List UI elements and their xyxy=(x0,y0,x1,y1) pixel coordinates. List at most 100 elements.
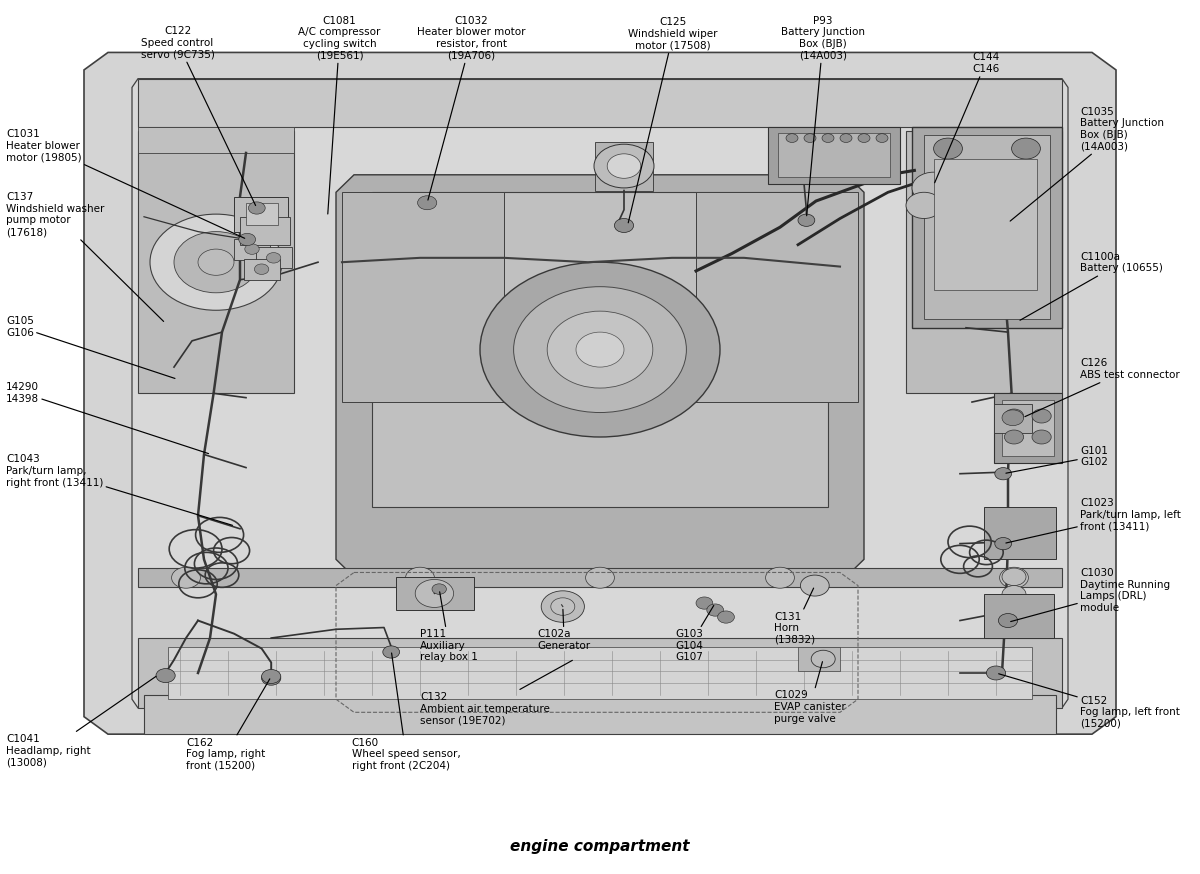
Circle shape xyxy=(262,671,281,685)
Polygon shape xyxy=(240,217,290,245)
Polygon shape xyxy=(912,127,1062,328)
Circle shape xyxy=(1000,567,1028,588)
Polygon shape xyxy=(138,127,294,153)
Text: C1032
Heater blower motor
resistor, front
(19A706): C1032 Heater blower motor resistor, fron… xyxy=(418,16,526,200)
Circle shape xyxy=(707,604,724,616)
Circle shape xyxy=(942,232,1026,293)
Circle shape xyxy=(418,196,437,210)
Text: C1030
Daytime Running
Lamps (DRL)
module: C1030 Daytime Running Lamps (DRL) module xyxy=(1010,568,1170,621)
Polygon shape xyxy=(138,131,294,393)
Circle shape xyxy=(198,249,234,275)
Polygon shape xyxy=(132,79,1068,708)
Polygon shape xyxy=(234,197,288,232)
Polygon shape xyxy=(396,577,474,610)
Polygon shape xyxy=(256,247,292,268)
Text: G105
G106: G105 G106 xyxy=(6,316,175,378)
Circle shape xyxy=(406,567,434,588)
Text: C1100a
Battery (10655): C1100a Battery (10655) xyxy=(1020,252,1163,320)
Polygon shape xyxy=(372,192,828,507)
Circle shape xyxy=(1032,409,1051,423)
Polygon shape xyxy=(778,133,890,177)
Circle shape xyxy=(804,134,816,142)
Text: C122
Speed control
servo (9C735): C122 Speed control servo (9C735) xyxy=(140,26,256,205)
Circle shape xyxy=(174,232,258,293)
Circle shape xyxy=(1012,138,1040,159)
Text: C125
Windshield wiper
motor (17508): C125 Windshield wiper motor (17508) xyxy=(629,17,718,223)
Polygon shape xyxy=(244,259,280,280)
Polygon shape xyxy=(924,135,1050,319)
Text: P93
Battery Junction
Box (BJB)
(14A003): P93 Battery Junction Box (BJB) (14A003) xyxy=(781,16,865,216)
Polygon shape xyxy=(342,192,504,402)
Text: engine compartment: engine compartment xyxy=(510,839,690,854)
Polygon shape xyxy=(138,79,1062,127)
Polygon shape xyxy=(906,131,1062,393)
Text: P111
Auxiliary
relay box 1: P111 Auxiliary relay box 1 xyxy=(420,592,478,662)
Polygon shape xyxy=(696,192,858,402)
Polygon shape xyxy=(994,393,1062,463)
Text: C126
ABS test connector: C126 ABS test connector xyxy=(1025,358,1180,417)
Polygon shape xyxy=(234,239,270,260)
Circle shape xyxy=(1004,430,1024,444)
Circle shape xyxy=(551,598,575,615)
Circle shape xyxy=(383,646,400,658)
Circle shape xyxy=(786,134,798,142)
Circle shape xyxy=(172,567,200,588)
Circle shape xyxy=(995,468,1012,480)
Circle shape xyxy=(586,567,614,588)
Text: G101
G102: G101 G102 xyxy=(1006,446,1108,473)
Polygon shape xyxy=(144,695,1056,734)
Circle shape xyxy=(1032,430,1051,444)
Text: C144
C146: C144 C146 xyxy=(935,52,1000,183)
Circle shape xyxy=(800,575,829,596)
Text: 14290
14398: 14290 14398 xyxy=(6,382,209,454)
Text: C1043
Park/turn lamp,
right front (13411): C1043 Park/turn lamp, right front (13411… xyxy=(6,454,233,525)
Circle shape xyxy=(415,579,454,607)
Circle shape xyxy=(995,538,1012,550)
Circle shape xyxy=(245,244,259,254)
Circle shape xyxy=(918,214,1050,310)
Circle shape xyxy=(1002,410,1024,426)
Text: C137
Windshield washer
pump motor
(17618): C137 Windshield washer pump motor (17618… xyxy=(6,192,163,322)
Circle shape xyxy=(876,134,888,142)
Circle shape xyxy=(541,591,584,622)
Polygon shape xyxy=(84,52,1116,734)
Circle shape xyxy=(986,666,1006,680)
Circle shape xyxy=(156,669,175,683)
Circle shape xyxy=(266,253,281,263)
Circle shape xyxy=(239,233,256,246)
Polygon shape xyxy=(336,175,864,577)
Polygon shape xyxy=(798,647,840,671)
Circle shape xyxy=(614,218,634,232)
Circle shape xyxy=(998,614,1018,628)
Circle shape xyxy=(150,214,282,310)
Text: C132
Ambient air temperature
sensor (19E702): C132 Ambient air temperature sensor (19E… xyxy=(420,661,572,725)
Polygon shape xyxy=(768,127,900,184)
Text: C152
Fog lamp, left front
(15200): C152 Fog lamp, left front (15200) xyxy=(998,674,1180,729)
Circle shape xyxy=(696,597,713,609)
Text: G103
G104
G107: G103 G104 G107 xyxy=(676,606,714,662)
Circle shape xyxy=(718,611,734,623)
Circle shape xyxy=(912,172,955,204)
Polygon shape xyxy=(984,507,1056,559)
Text: C160
Wheel speed sensor,
right front (2C204): C160 Wheel speed sensor, right front (2C… xyxy=(352,653,461,771)
Polygon shape xyxy=(168,647,1032,699)
Polygon shape xyxy=(138,638,1062,708)
Circle shape xyxy=(432,584,446,594)
Circle shape xyxy=(766,567,794,588)
Circle shape xyxy=(840,134,852,142)
Circle shape xyxy=(514,287,686,413)
Circle shape xyxy=(1002,586,1026,603)
Circle shape xyxy=(248,202,265,214)
Text: C1023
Park/turn lamp, left
front (13411): C1023 Park/turn lamp, left front (13411) xyxy=(1006,498,1181,543)
Polygon shape xyxy=(138,568,1062,587)
Text: C1035
Battery Junction
Box (BJB)
(14A003): C1035 Battery Junction Box (BJB) (14A003… xyxy=(1010,107,1164,221)
Text: C1041
Headlamp, right
(13008): C1041 Headlamp, right (13008) xyxy=(6,676,156,767)
Circle shape xyxy=(594,144,654,188)
Circle shape xyxy=(607,154,641,178)
Text: C1081
A/C compressor
cycling switch
(19E561): C1081 A/C compressor cycling switch (19E… xyxy=(299,16,380,214)
Text: C1029
EVAP canister
purge valve: C1029 EVAP canister purge valve xyxy=(774,662,846,724)
Circle shape xyxy=(262,669,281,683)
Circle shape xyxy=(906,192,942,218)
Text: C102a
Generator: C102a Generator xyxy=(538,609,590,651)
Polygon shape xyxy=(1002,400,1054,456)
